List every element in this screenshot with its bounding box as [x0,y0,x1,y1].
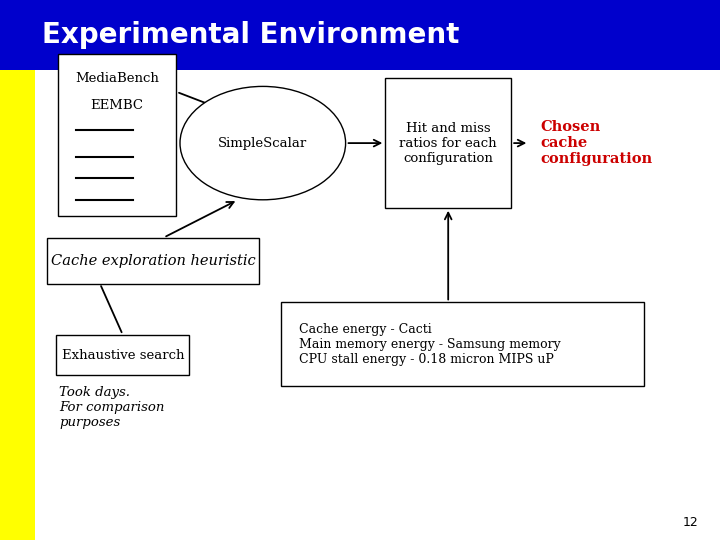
Text: Experimental Environment: Experimental Environment [42,21,459,49]
Text: Cache energy - Cacti
Main memory energy - Samsung memory
CPU stall energy - 0.18: Cache energy - Cacti Main memory energy … [299,323,561,366]
Text: Cache exploration heuristic: Cache exploration heuristic [50,254,256,267]
Text: EEMBC: EEMBC [91,99,143,112]
Text: SimpleScalar: SimpleScalar [218,137,307,150]
Bar [385,78,511,208]
Bar [0,70,35,540]
Ellipse shape [180,86,346,200]
Bar [47,238,259,284]
Text: Hit and miss
ratios for each
configuration: Hit and miss ratios for each configurati… [400,122,497,165]
Bar [58,54,176,216]
Bar [0,0,720,70]
Text: 12: 12 [683,516,698,529]
Text: Chosen
cache
configuration: Chosen cache configuration [540,120,652,166]
Bar [281,302,644,386]
Text: Exhaustive search: Exhaustive search [61,348,184,362]
Bar [56,335,189,375]
Text: Took days.
For comparison
purposes: Took days. For comparison purposes [59,386,164,429]
Text: MediaBench: MediaBench [75,72,159,85]
